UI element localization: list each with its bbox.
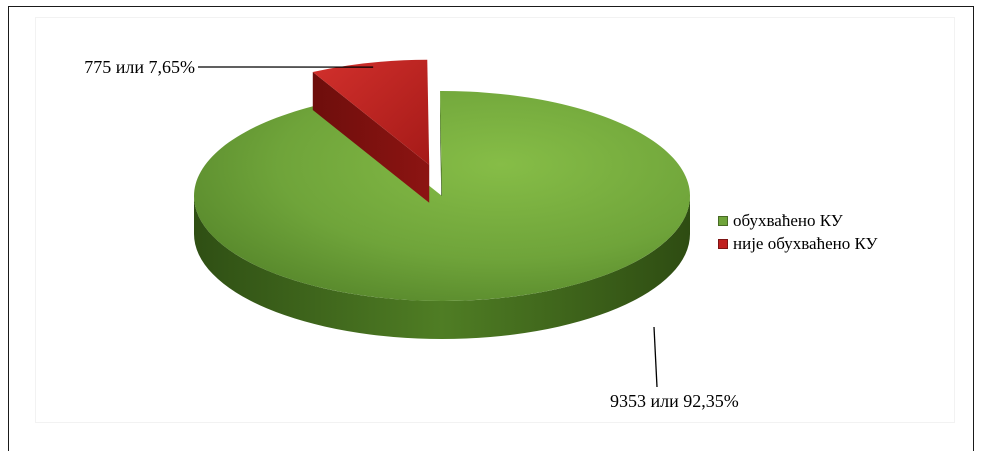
pie-slice-not-covered [312, 59, 430, 165]
legend: обухваћено КУ није обухваћено КУ [718, 209, 878, 255]
pie-slice-covered [194, 91, 690, 301]
legend-swatch [718, 238, 728, 249]
legend-item: није обухваћено КУ [718, 232, 878, 255]
leader-line [653, 326, 658, 388]
pie-slice-side-covered [194, 196, 690, 339]
pie-slice-cut-not-covered [312, 72, 430, 203]
data-label-covered: 9353 или 92,35% [610, 391, 739, 411]
legend-label: није обухваћено КУ [733, 233, 878, 253]
legend-label: обухваћено КУ [733, 210, 843, 230]
legend-item: обухваћено КУ [718, 209, 878, 232]
legend-swatch [718, 215, 728, 226]
data-label-not-covered: 775 или 7,65% [84, 57, 195, 77]
